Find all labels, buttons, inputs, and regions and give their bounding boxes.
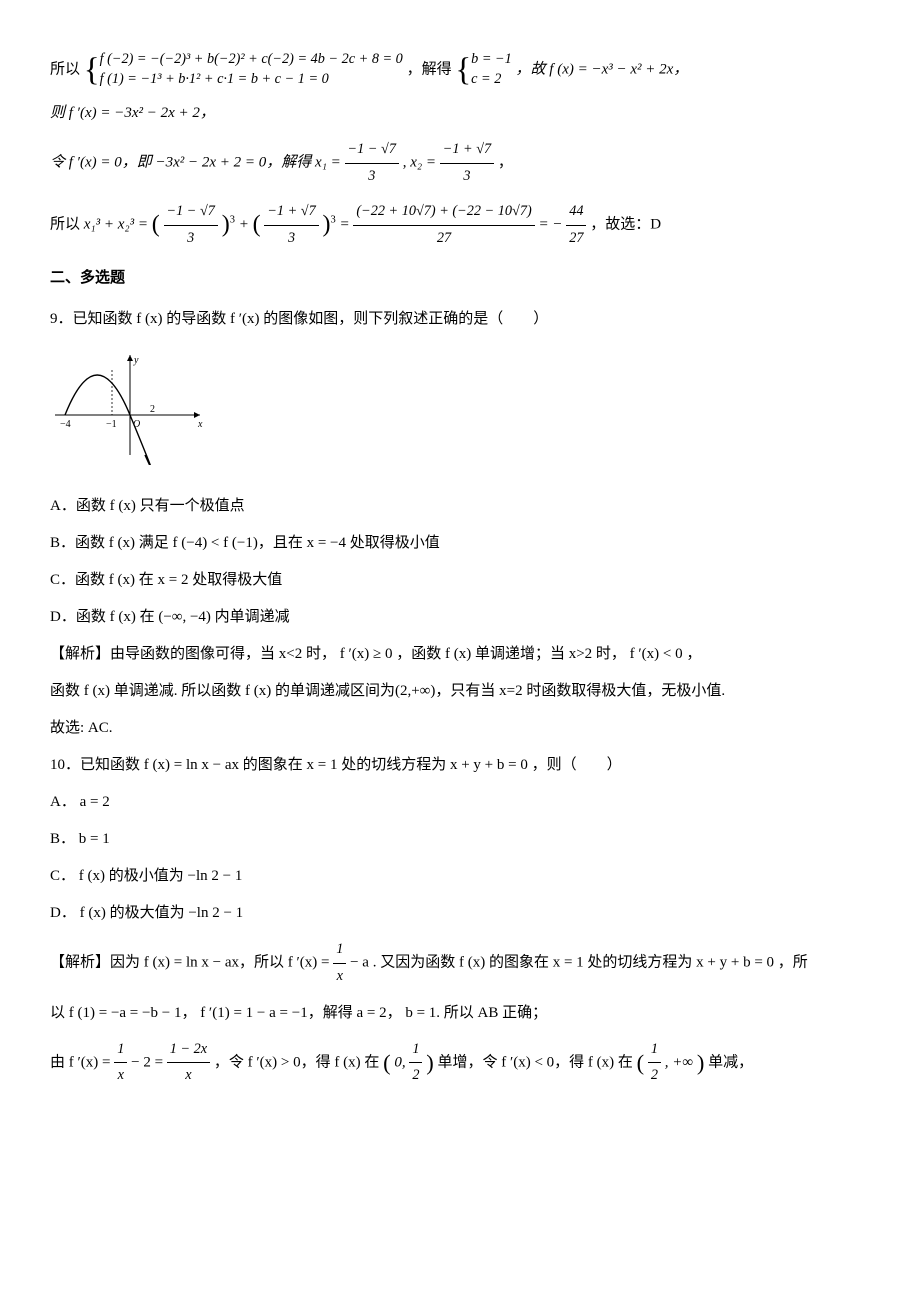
label-neg1: −1: [106, 419, 117, 430]
eq2: f (1) = −1³ + b·1² + c·1 = b + c − 1 = 0: [100, 70, 403, 90]
interval-fraction-2: 1 2: [648, 1037, 661, 1089]
cube-sum-line: 所以 x₁³ + x₂³ = ( −1 − √7 3 )3 + ( −1 + √…: [50, 199, 870, 251]
interval-right: , +∞: [665, 1054, 693, 1070]
q9-option-d: D．函数 f (x) 在 (−∞, −4) 内单调递减: [50, 604, 870, 631]
interval-left: 0,: [394, 1054, 409, 1070]
q9-solution-3: 故选: AC.: [50, 715, 870, 742]
fraction: 1 x: [333, 937, 346, 989]
label-neg4: −4: [60, 419, 71, 430]
section-title: 二、多选题: [50, 265, 870, 292]
fraction-1: 1 x: [114, 1037, 127, 1089]
text: 单减，: [708, 1054, 753, 1070]
lhs: x₁³ + x₂³ =: [84, 217, 152, 233]
q10-option-d: D． f (x) 的极大值为 −ln 2 − 1: [50, 900, 870, 927]
q10-solution-2: 以 f (1) = −a = −b − 1， f ′(1) = 1 − a = …: [50, 1000, 870, 1027]
solve-line: 令 f ′(x) = 0，即 −3x² − 2x + 2 = 0，解得 x₁ =…: [50, 137, 870, 189]
q10-option-c: C． f (x) 的极小值为 −ln 2 − 1: [50, 863, 870, 890]
text: − a . 又因为函数 f (x) 的图象在 x = 1 处的切线方程为 x +…: [350, 955, 808, 971]
text: 由 f ′(x) =: [50, 1054, 114, 1070]
rparen: ): [426, 1050, 434, 1075]
text: ，令 f ′(x) > 0，得 f (x) 在: [214, 1054, 383, 1070]
sol-b: b = −1: [471, 50, 512, 70]
q10-option-a: A． a = 2: [50, 789, 870, 816]
eq: =: [340, 217, 354, 233]
text: 所以: [50, 217, 84, 233]
label-O: O: [133, 419, 140, 430]
rparen: ): [222, 212, 230, 238]
x-label: x: [197, 419, 203, 430]
interval-fraction-1: 1 2: [409, 1037, 422, 1089]
q9-option-b: B．函数 f (x) 满足 f (−4) < f (−1)，且在 x = −4 …: [50, 530, 870, 557]
q9-solution-1: 【解析】由导函数的图像可得，当 x<2 时， f ′(x) ≥ 0 ，函数 f …: [50, 641, 870, 668]
lparen: (: [253, 212, 261, 238]
term1-fraction: −1 − √7 3: [164, 199, 218, 251]
text: 所以: [50, 61, 80, 77]
x2-fraction: −1 + √7 3: [440, 137, 494, 189]
question-9: 9．已知函数 f (x) 的导函数 f ′(x) 的图像如图，则下列叙述正确的是…: [50, 306, 870, 333]
plus: +: [239, 217, 253, 233]
eq1: f (−2) = −(−2)³ + b(−2)² + c(−2) = 4b − …: [100, 50, 403, 70]
q9-option-a: A．函数 f (x) 只有一个极值点: [50, 493, 870, 520]
text: − 2 =: [131, 1054, 167, 1070]
lparen: (: [637, 1050, 645, 1075]
big-fraction: (−22 + 10√7) + (−22 − 10√7) 27: [353, 199, 534, 251]
lparen: (: [152, 212, 160, 238]
question-10: 10．已知函数 f (x) = ln x − ax 的图象在 x = 1 处的切…: [50, 752, 870, 779]
eq2: = −: [538, 217, 562, 233]
q10-solution-1: 【解析】因为 f (x) = ln x − ax，所以 f ′(x) = 1 x…: [50, 937, 870, 989]
y-label: y: [133, 355, 139, 366]
x1-lhs: x₁ =: [315, 154, 345, 170]
derivative-graph: y x −4 −1 O 2: [50, 345, 870, 475]
q9-solution-2: 函数 f (x) 单调递减. 所以函数 f (x) 的单调递减区间为(2,+∞)…: [50, 678, 870, 705]
q9-option-c: C．函数 f (x) 在 x = 2 处取得极大值: [50, 567, 870, 594]
q10-solution-3: 由 f ′(x) = 1 x − 2 = 1 − 2x x ，令 f ′(x) …: [50, 1037, 870, 1089]
exp: 3: [230, 215, 235, 226]
equation-system-1: { f (−2) = −(−2)³ + b(−2)² + c(−2) = 4b …: [84, 50, 403, 90]
text: 【解析】因为 f (x) = ln x − ax，所以 f ′(x) =: [50, 955, 333, 971]
fraction-2: 1 − 2x x: [167, 1037, 210, 1089]
tail: ，: [498, 154, 513, 170]
derivative-line: 则 f ′(x) = −3x² − 2x + 2，: [50, 100, 870, 127]
exp: 3: [331, 215, 336, 226]
x2-lhs: x₂ =: [410, 154, 440, 170]
label-two: 2: [150, 404, 155, 415]
term2-fraction: −1 + √7 3: [264, 199, 318, 251]
rparen: ): [323, 212, 331, 238]
sol-c: c = 2: [471, 70, 512, 90]
text: ，解得: [407, 61, 452, 77]
tail: ，故选：D: [590, 217, 661, 233]
lparen: (: [383, 1050, 391, 1075]
text: ，故 f (x) = −x³ − x² + 2x，: [516, 61, 689, 77]
rparen: ): [697, 1050, 705, 1075]
text: 单增，令 f ′(x) < 0，得 f (x) 在: [437, 1054, 636, 1070]
result-fraction: 44 27: [566, 199, 586, 251]
text: 令 f ′(x) = 0，即 −3x² − 2x + 2 = 0，解得: [50, 154, 315, 170]
equation-system-2: { b = −1 c = 2: [455, 50, 511, 90]
solution-line-1: 所以 { f (−2) = −(−2)³ + b(−2)² + c(−2) = …: [50, 50, 870, 90]
q10-option-b: B． b = 1: [50, 826, 870, 853]
x1-fraction: −1 − √7 3: [345, 137, 399, 189]
